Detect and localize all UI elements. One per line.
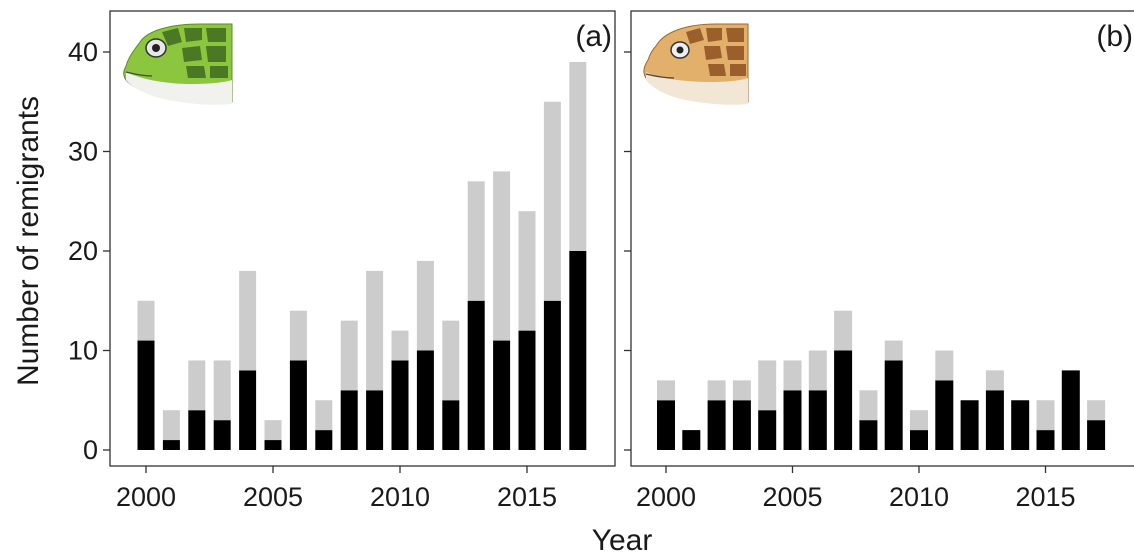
bar-a-2016-lower: [544, 301, 561, 450]
panel-a-bars: [138, 62, 587, 450]
panel-b: (b): [631, 11, 1134, 466]
bar-a-2006-lower: [290, 360, 307, 450]
x-tick-label-a-2005: 2005: [243, 482, 303, 512]
bar-a-2002-upper: [188, 360, 205, 410]
bar-a-2010-upper: [392, 331, 409, 361]
bar-a-2004-upper: [239, 271, 256, 371]
bar-b-2002-upper: [708, 380, 726, 400]
bar-a-2000-upper: [138, 301, 155, 341]
bar-a-2006-upper: [290, 311, 307, 361]
x-tick-label-a-2010: 2010: [370, 482, 430, 512]
bar-b-2005-lower: [784, 390, 802, 450]
bar-b-2012-lower: [961, 400, 979, 450]
bar-b-2011-lower: [935, 380, 953, 450]
x-tick-label-b-2010: 2010: [889, 482, 949, 512]
bar-b-2011-upper: [935, 351, 953, 381]
bar-a-2011-upper: [417, 261, 434, 351]
bar-a-2015-upper: [519, 211, 536, 330]
bar-b-2005-upper: [784, 360, 802, 390]
bar-b-2007-upper: [834, 311, 852, 351]
bar-a-2002-lower: [188, 410, 205, 450]
x-tick-label-a-2015: 2015: [497, 482, 557, 512]
bar-b-2003-upper: [733, 380, 751, 400]
x-tick-label-a-2000: 2000: [116, 482, 176, 512]
bar-a-2007-upper: [315, 400, 332, 430]
bar-a-2001-lower: [163, 440, 180, 450]
bar-b-2001-lower: [682, 430, 700, 450]
bar-a-2008-upper: [341, 321, 358, 391]
bar-b-2017-upper: [1087, 400, 1105, 420]
bar-a-2008-lower: [341, 390, 358, 450]
bar-b-2013-upper: [986, 370, 1004, 390]
y-tick-label-0: 0: [83, 435, 98, 465]
bar-b-2002-lower: [708, 400, 726, 450]
bar-a-2005-lower: [265, 440, 282, 450]
y-tick-label-10: 10: [68, 336, 98, 366]
bar-b-2015-upper: [1037, 400, 1055, 430]
bar-b-2010-lower: [910, 430, 928, 450]
bar-b-2013-lower: [986, 390, 1004, 450]
bar-a-2017-upper: [569, 62, 586, 251]
bar-a-2013-upper: [468, 181, 485, 300]
panel-b-label: (b): [1096, 20, 1133, 53]
bar-a-2001-upper: [163, 410, 180, 440]
bar-a-2003-lower: [214, 420, 231, 450]
panel-a-label: (a): [575, 20, 612, 53]
bar-a-2009-upper: [366, 271, 383, 390]
bar-b-2016-lower: [1062, 370, 1080, 450]
loggerhead-turtle-head-icon: [644, 24, 748, 105]
bar-a-2011-lower: [417, 351, 434, 451]
x-tick-label-b-2000: 2000: [636, 482, 696, 512]
bar-b-2014-lower: [1011, 400, 1029, 450]
bar-b-2010-upper: [910, 410, 928, 430]
bar-a-2005-upper: [265, 420, 282, 440]
bar-a-2010-lower: [392, 360, 409, 450]
bar-b-2017-lower: [1087, 420, 1105, 450]
bar-b-2003-lower: [733, 400, 751, 450]
bar-b-2008-upper: [859, 390, 877, 420]
bar-a-2012-lower: [442, 400, 459, 450]
y-tick-label-40: 40: [68, 37, 98, 67]
bar-a-2009-lower: [366, 390, 383, 450]
bar-b-2004-lower: [758, 410, 776, 450]
bar-b-2006-lower: [809, 390, 827, 450]
bar-a-2014-upper: [493, 171, 510, 340]
bar-a-2013-lower: [468, 301, 485, 450]
x-tick-label-b-2005: 2005: [762, 482, 822, 512]
bar-a-2014-lower: [493, 341, 510, 450]
bar-b-2008-lower: [859, 420, 877, 450]
bar-b-2007-lower: [834, 351, 852, 451]
panel-b-bars: [657, 311, 1105, 450]
bar-b-2006-upper: [809, 351, 827, 391]
bar-b-2009-lower: [885, 360, 903, 450]
bar-b-2015-lower: [1037, 430, 1055, 450]
bar-b-2000-upper: [657, 380, 675, 400]
bar-a-2003-upper: [214, 360, 231, 420]
green-turtle-head-icon: [124, 24, 232, 105]
bar-b-2000-lower: [657, 400, 675, 450]
y-axis-title: Number of remigrants: [12, 96, 45, 386]
bar-a-2000-lower: [138, 341, 155, 450]
x-axis-title: Year: [592, 524, 653, 553]
y-tick-label-20: 20: [68, 236, 98, 266]
bar-a-2016-upper: [544, 102, 561, 301]
bar-a-2015-lower: [519, 331, 536, 450]
bar-a-2007-lower: [315, 430, 332, 450]
bar-b-2009-upper: [885, 341, 903, 361]
y-tick-label-30: 30: [68, 137, 98, 167]
bar-a-2012-upper: [442, 321, 459, 401]
bar-a-2017-lower: [569, 251, 586, 450]
bar-a-2004-lower: [239, 370, 256, 450]
panel-a: (a): [110, 11, 615, 466]
bar-b-2004-upper: [758, 360, 776, 410]
x-tick-label-b-2015: 2015: [1015, 482, 1075, 512]
